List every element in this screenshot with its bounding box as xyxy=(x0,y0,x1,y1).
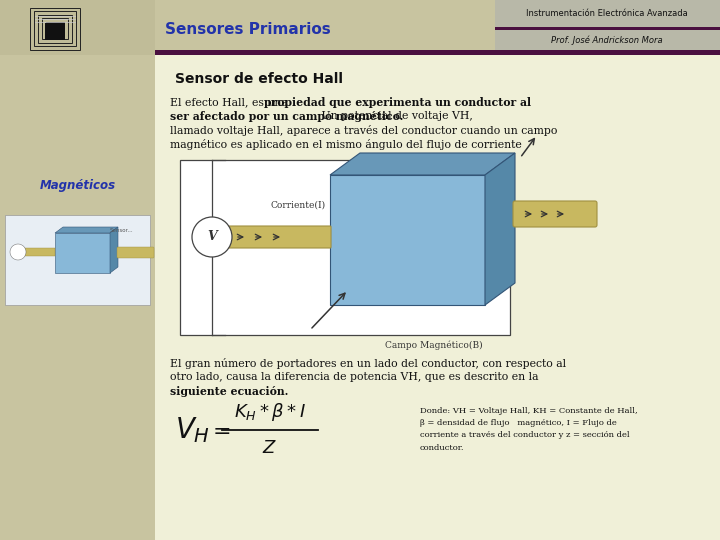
Text: Sensor de efecto Hall: Sensor de efecto Hall xyxy=(175,72,343,86)
Polygon shape xyxy=(110,227,118,273)
Bar xyxy=(180,160,510,335)
Text: ser afectado por un campo magnético.: ser afectado por un campo magnético. xyxy=(170,111,403,122)
Bar xyxy=(495,27,720,30)
Text: $K_H * \beta * I$: $K_H * \beta * I$ xyxy=(234,401,306,423)
Text: Donde: VH = Voltaje Hall, KH = Constante de Hall,
β = densidad de flujo   magnét: Donde: VH = Voltaje Hall, KH = Constante… xyxy=(420,407,638,451)
Bar xyxy=(46,22,64,36)
Text: El efecto Hall, es una: El efecto Hall, es una xyxy=(170,97,292,107)
Polygon shape xyxy=(485,153,515,305)
Text: $=$: $=$ xyxy=(208,420,230,440)
Polygon shape xyxy=(55,227,118,233)
Polygon shape xyxy=(330,153,515,175)
Circle shape xyxy=(192,217,232,257)
Bar xyxy=(34,11,76,46)
Bar xyxy=(0,0,720,55)
Text: Campo Magnético(B): Campo Magnético(B) xyxy=(385,340,482,349)
Text: Corriente(I): Corriente(I) xyxy=(271,201,325,210)
Text: Prof. José Andrickson Mora: Prof. José Andrickson Mora xyxy=(552,35,663,45)
Circle shape xyxy=(10,244,26,260)
Bar xyxy=(155,50,720,55)
Bar xyxy=(30,8,80,50)
Text: propiedad que experimenta un conductor al: propiedad que experimenta un conductor a… xyxy=(264,97,531,108)
Text: El gran número de portadores en un lado del conductor, con respecto al: El gran número de portadores en un lado … xyxy=(170,358,566,369)
Bar xyxy=(20,248,55,256)
FancyBboxPatch shape xyxy=(224,226,331,248)
Text: Un potencial de voltaje VH,: Un potencial de voltaje VH, xyxy=(318,111,473,121)
Text: V: V xyxy=(207,231,217,244)
Bar xyxy=(0,0,155,55)
Bar xyxy=(155,0,495,55)
Bar xyxy=(5,215,150,305)
Text: Instrumentación Electrónica Avanzada: Instrumentación Electrónica Avanzada xyxy=(526,10,688,18)
Bar xyxy=(38,15,72,43)
Bar xyxy=(0,0,155,540)
Text: Sensores Primarios: Sensores Primarios xyxy=(165,23,330,37)
Text: $Z$: $Z$ xyxy=(263,439,277,457)
Bar xyxy=(55,233,110,273)
Bar xyxy=(45,23,65,40)
Text: otro lado, causa la diferencia de potencia VH, que es descrito en la: otro lado, causa la diferencia de potenc… xyxy=(170,372,539,382)
Text: $V_H$: $V_H$ xyxy=(175,415,210,445)
Text: siguiente ecuación.: siguiente ecuación. xyxy=(170,386,289,397)
FancyBboxPatch shape xyxy=(117,247,154,258)
Text: Magnéticos: Magnéticos xyxy=(40,179,116,192)
FancyBboxPatch shape xyxy=(513,201,597,227)
Bar xyxy=(42,18,68,39)
Polygon shape xyxy=(330,175,485,305)
Bar xyxy=(495,0,720,55)
Text: llamado voltaje Hall, aparece a través del conductor cuando un campo: llamado voltaje Hall, aparece a través d… xyxy=(170,125,557,136)
Bar xyxy=(155,0,720,540)
Text: Sensor...: Sensor... xyxy=(110,228,134,233)
Text: magnético es aplicado en el mismo ángulo del flujo de corriente: magnético es aplicado en el mismo ángulo… xyxy=(170,139,522,150)
